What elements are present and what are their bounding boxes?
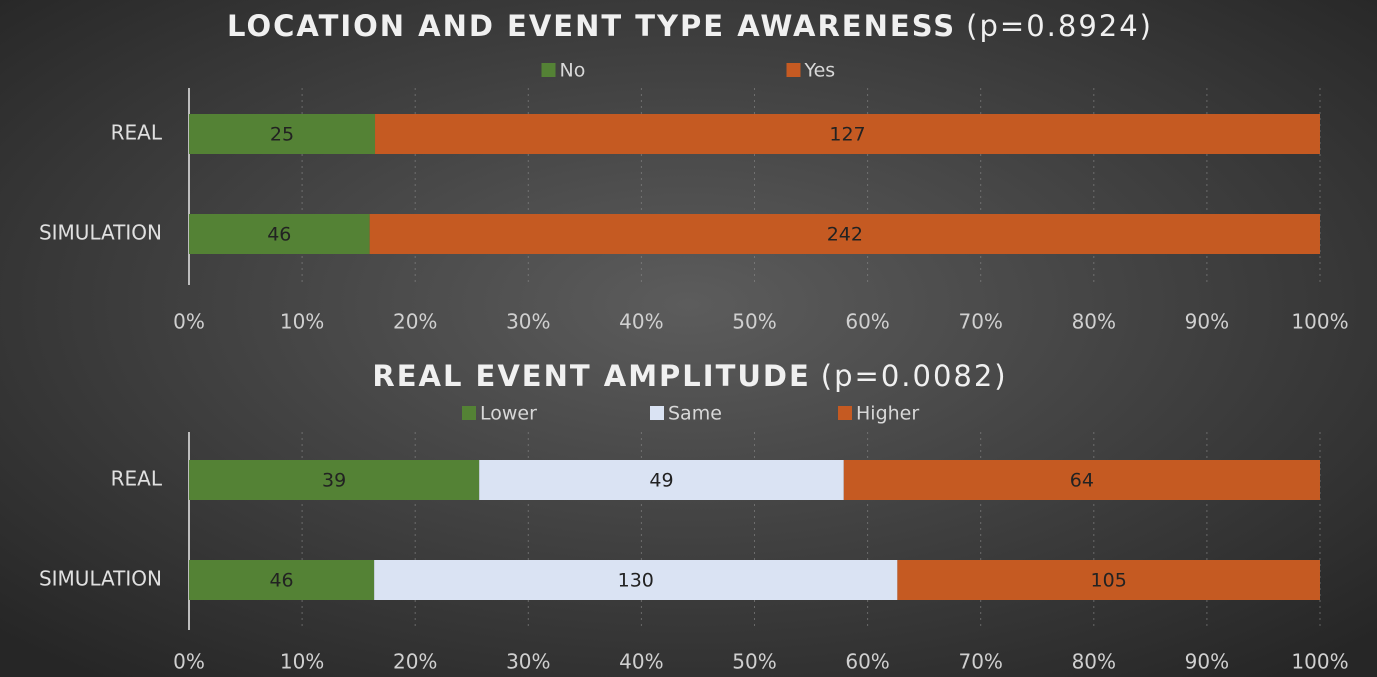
bar-segment [843,460,1320,500]
value-label: 25 [270,124,294,146]
title-main: REAL EVENT AMPLITUDE [372,359,810,393]
bar-segment [897,560,1320,600]
chart-title: LOCATION AND EVENT TYPE AWARENESS (p=0.89… [227,9,1153,43]
value-label: 49 [649,470,673,492]
category-label: REAL [111,121,163,145]
x-tick-label: 100% [1291,310,1348,334]
x-tick-label: 10% [280,650,324,674]
x-tick-label: 60% [845,650,889,674]
title-note: (p=0.8924) [966,9,1153,43]
bar-segment [479,460,844,500]
value-label: 105 [1091,570,1127,592]
x-tick-label: 50% [732,310,776,334]
x-tick-label: 70% [958,310,1002,334]
value-label: 46 [269,570,293,592]
legend-label: No [560,60,586,82]
legend-label: Same [668,403,722,425]
bar-segment [375,114,1320,154]
legend-label: Yes [804,60,836,82]
x-tick-label: 40% [619,650,663,674]
value-label: 127 [829,124,865,146]
x-tick-label: 100% [1291,650,1348,674]
bar-segment [374,560,898,600]
legend-swatch [541,63,556,77]
x-tick-label: 40% [619,310,663,334]
bar-segment [189,214,370,254]
x-tick-label: 80% [1072,650,1116,674]
x-tick-label: 70% [958,650,1002,674]
x-tick-label: 0% [173,650,205,674]
category-label: SIMULATION [39,221,162,245]
legend-swatch [786,63,801,77]
x-tick-label: 30% [506,310,550,334]
x-tick-label: 60% [845,310,889,334]
value-label: 46 [267,224,291,246]
bar-segment [369,214,1320,254]
x-tick-label: 0% [173,310,205,334]
x-tick-label: 80% [1072,310,1116,334]
x-tick-label: 90% [1185,310,1229,334]
legend-label: Lower [480,403,537,425]
legend-label: Higher [856,403,919,425]
x-tick-label: 90% [1185,650,1229,674]
value-label: 130 [618,570,654,592]
category-label: SIMULATION [39,567,162,591]
category-label: REAL [111,467,163,491]
title-main: LOCATION AND EVENT TYPE AWARENESS [227,9,956,43]
value-label: 64 [1070,470,1094,492]
legend-swatch [650,406,664,420]
bar-segment [189,460,480,500]
legend-swatch [838,406,852,420]
x-tick-label: 30% [506,650,550,674]
x-tick-label: 20% [393,310,437,334]
x-tick-label: 10% [280,310,324,334]
chart-title: REAL EVENT AMPLITUDE (p=0.0082) [372,359,1007,393]
bar-segment [189,560,375,600]
legend-swatch [462,406,476,420]
x-tick-label: 50% [732,650,776,674]
bar-segment [189,114,376,154]
x-tick-label: 20% [393,650,437,674]
value-label: 39 [322,470,346,492]
title-note: (p=0.0082) [821,359,1008,393]
value-label: 242 [827,224,863,246]
